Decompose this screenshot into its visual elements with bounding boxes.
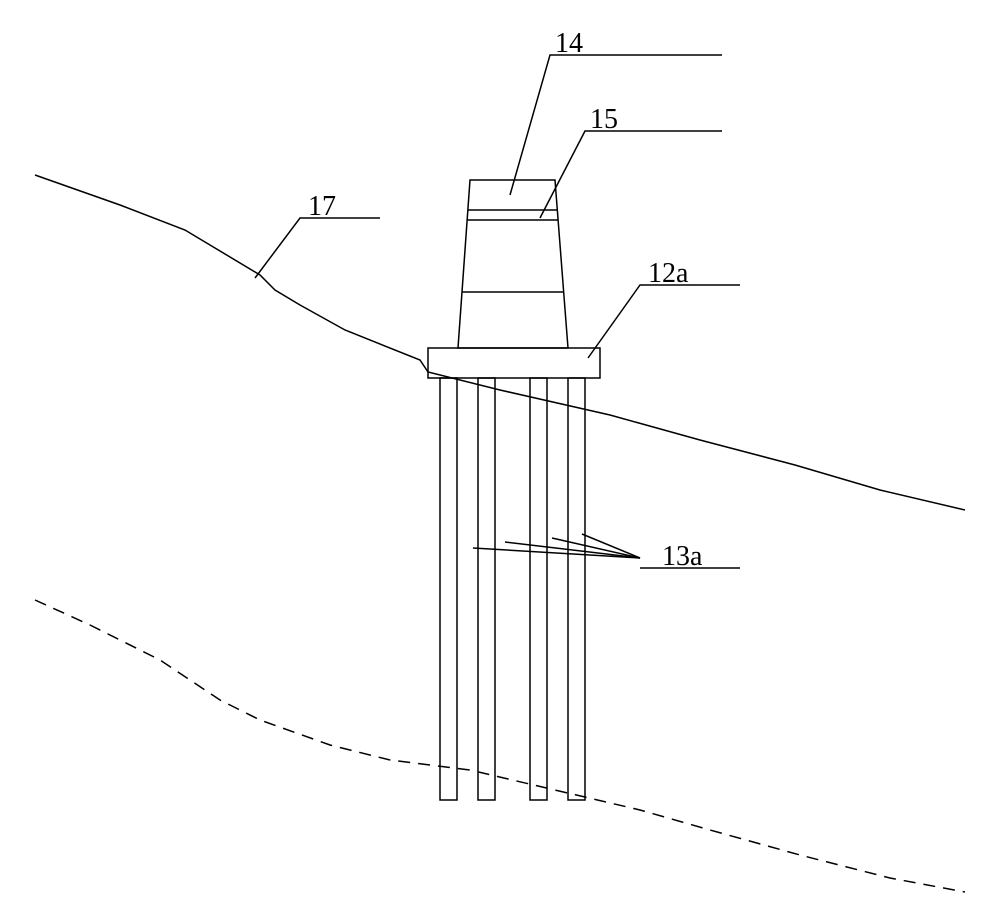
pile (478, 378, 495, 800)
label-13a: 13a (662, 541, 703, 572)
leader-12a (588, 285, 740, 358)
label-14: 14 (555, 28, 583, 59)
leader-15 (540, 131, 722, 218)
pile (530, 378, 547, 800)
bedrock-line (35, 600, 965, 892)
label-15: 15 (590, 104, 618, 135)
ground-surface-line (35, 175, 965, 510)
pile-cap (428, 348, 600, 378)
label-17: 17 (308, 191, 336, 222)
pier-body (458, 180, 568, 348)
label-12a: 12a (648, 258, 689, 289)
pile (440, 378, 457, 800)
leader-17 (255, 218, 380, 278)
pile (568, 378, 585, 800)
